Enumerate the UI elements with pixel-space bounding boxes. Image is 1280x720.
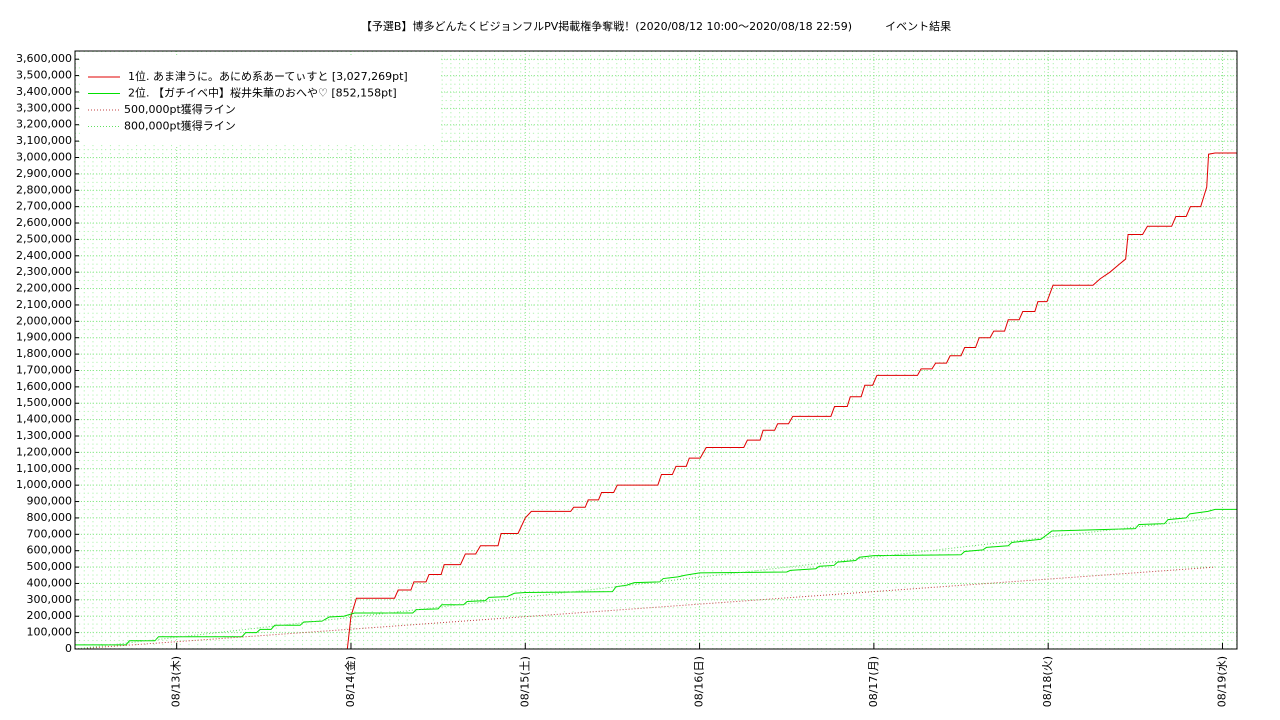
series-line <box>346 152 1237 650</box>
y-tick-label: 2,000,000 <box>16 314 72 327</box>
y-tick-label: 0 <box>65 642 72 655</box>
y-tick-label: 700,000 <box>27 527 73 540</box>
y-tick-label: 1,600,000 <box>16 380 72 393</box>
y-tick-label: 2,700,000 <box>16 200 72 213</box>
y-tick-label: 3,000,000 <box>16 150 72 163</box>
y-tick-label: 200,000 <box>27 609 73 622</box>
series-line <box>75 508 1237 646</box>
x-tick-label: 08/19(水) <box>1215 656 1228 707</box>
y-tick-label: 3,600,000 <box>16 52 72 65</box>
legend-label: 500,000pt獲得ライン <box>124 103 236 116</box>
y-tick-label: 3,300,000 <box>16 101 72 114</box>
y-tick-label: 400,000 <box>27 576 73 589</box>
y-tick-label: 1,300,000 <box>16 429 72 442</box>
legend-box <box>80 55 440 145</box>
plot-frame <box>74 50 1238 650</box>
lines <box>74 152 1237 650</box>
y-tick-label: 3,200,000 <box>16 118 72 131</box>
plot-background <box>75 51 1237 649</box>
axes: 0 100,000 200,000 300,000 400,000 500,000 600,… <box>16 52 1228 707</box>
y-tick-label: 2,200,000 <box>16 282 72 295</box>
x-tick-label: 08/15(土) <box>518 656 531 707</box>
y-tick-label: 1,900,000 <box>16 331 72 344</box>
legend-label: 1位. あま津うに。あにめ系あーてぃすと [3,027,269pt] <box>128 69 408 83</box>
y-tick-label: 100,000 <box>27 626 73 639</box>
y-tick-label: 2,500,000 <box>16 232 72 245</box>
x-tick-label: 08/18(火) <box>1041 656 1054 707</box>
chart-title: 【予選B】博多どんたくビジョンフルPV掲載権争奪戦！(2020/08/12 10… <box>361 19 951 33</box>
y-tick-label: 1,400,000 <box>16 413 72 426</box>
series-line <box>74 517 1216 650</box>
x-tick-label: 08/16(日) <box>693 656 706 707</box>
legend: 1位. あま津うに。あにめ系あーてぃすと [3,027,269pt] 2位. 【ガ… <box>88 69 408 133</box>
legend-label: 800,000pt獲得ライン <box>124 120 236 133</box>
x-tick-label: 08/17(月) <box>867 656 880 707</box>
y-tick-label: 1,700,000 <box>16 363 72 376</box>
y-tick-label: 1,100,000 <box>16 462 72 475</box>
y-tick-label: 900,000 <box>27 495 73 508</box>
y-tick-label: 2,800,000 <box>16 183 72 196</box>
y-tick-label: 3,500,000 <box>16 69 72 82</box>
y-tick-label: 2,100,000 <box>16 298 72 311</box>
y-tick-label: 2,900,000 <box>16 167 72 180</box>
y-tick-label: 3,100,000 <box>16 134 72 147</box>
y-tick-label: 1,200,000 <box>16 445 72 458</box>
y-tick-label: 600,000 <box>27 544 73 557</box>
y-tick-label: 800,000 <box>27 511 73 524</box>
x-tick-label: 08/13(木) <box>170 656 183 707</box>
x-tick-label: 08/14(金) <box>343 656 357 707</box>
y-tick-label: 1,500,000 <box>16 396 72 409</box>
legend-label: 2位. 【ガチイベ中】桜井朱華のおへや♡ [852,158pt] <box>128 86 397 100</box>
y-tick-label: 3,400,000 <box>16 85 72 98</box>
y-tick-label: 1,000,000 <box>16 478 72 491</box>
y-tick-label: 2,300,000 <box>16 265 72 278</box>
y-tick-label: 2,600,000 <box>16 216 72 229</box>
y-tick-label: 300,000 <box>27 593 73 606</box>
y-tick-label: 500,000 <box>27 560 73 573</box>
y-tick-label: 1,800,000 <box>16 347 72 360</box>
grid <box>75 51 1237 650</box>
y-tick-label: 2,400,000 <box>16 249 72 262</box>
